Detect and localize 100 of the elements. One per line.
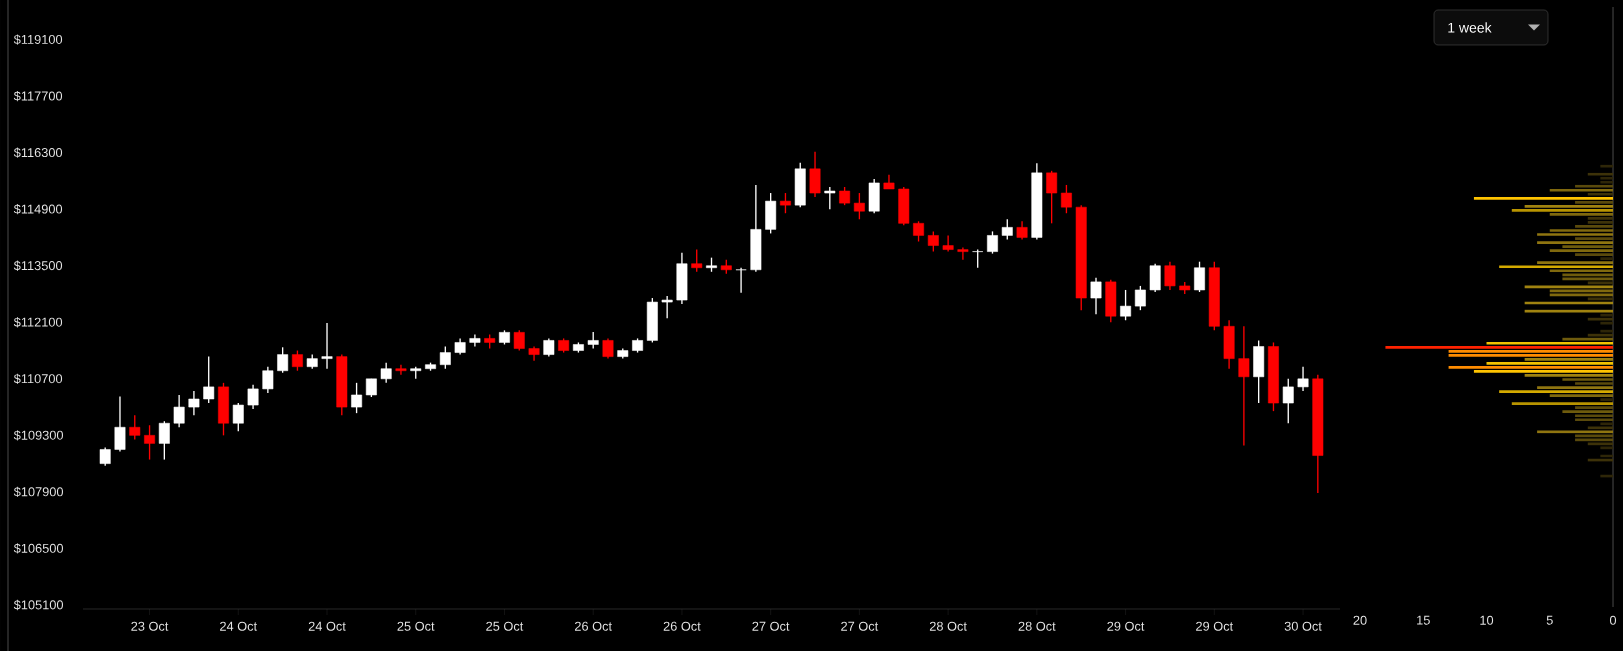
candlestick (691, 248, 703, 273)
candlestick (735, 267, 747, 294)
bar (1575, 184, 1614, 188)
bar (1575, 382, 1614, 385)
candlestick (99, 446, 111, 467)
bar (1575, 225, 1614, 228)
bar (1537, 241, 1614, 244)
candlestick (188, 390, 200, 416)
candlestick (321, 322, 333, 370)
x-tick-label: 5 (1546, 615, 1553, 625)
bar (1575, 418, 1614, 422)
x-tick-label: 27 Oct (752, 621, 790, 631)
bar (1575, 200, 1614, 204)
candlestick (1297, 366, 1309, 392)
bar (1600, 180, 1614, 184)
bar (1587, 333, 1614, 337)
bar (1511, 402, 1614, 405)
candlestick (942, 234, 954, 253)
x-tick-label: 24 Oct (308, 621, 346, 631)
y-tick-label: $112100 (13, 317, 63, 328)
y-tick-label: $107900 (13, 486, 64, 498)
candlestick (1046, 170, 1058, 224)
candlestick (927, 230, 939, 253)
bar (1473, 196, 1614, 200)
bar (1511, 209, 1614, 212)
candlestick (129, 414, 141, 441)
y-tick-label: $105100 (13, 599, 64, 611)
bar (1537, 430, 1614, 434)
candlestick (380, 361, 392, 384)
bar (1499, 390, 1614, 393)
candlestick (1060, 184, 1072, 214)
x-tick-label: 15 (1417, 615, 1430, 625)
x-tick-label: 29 Oct (1107, 621, 1145, 631)
candlestick (1194, 261, 1205, 293)
candlestick (839, 186, 851, 206)
bar (1600, 398, 1614, 401)
bar (1537, 261, 1614, 265)
candlestick (395, 364, 407, 376)
bar (1575, 414, 1614, 418)
candlestick (1090, 277, 1102, 315)
bar (1499, 265, 1614, 269)
bar (1524, 374, 1614, 377)
bar (1562, 337, 1614, 341)
candlestick (291, 349, 303, 372)
candlestick (439, 345, 451, 370)
x-tick-label: 23 Oct (131, 621, 169, 631)
bar (1575, 237, 1614, 240)
candlestick (158, 420, 170, 461)
bar (1448, 353, 1614, 357)
candlestick (144, 424, 155, 461)
candlestick (1016, 220, 1028, 241)
x-tick-label: 27 Oct (841, 621, 879, 631)
candlestick (232, 402, 244, 432)
bar (1575, 253, 1614, 257)
bar (1524, 204, 1614, 208)
bar (1549, 394, 1614, 397)
candlestick (602, 337, 614, 360)
candlestick (513, 329, 525, 352)
x-tick-label: 29 Oct (1196, 621, 1234, 631)
bar (1448, 366, 1614, 369)
bar (1575, 406, 1614, 410)
bar (1562, 277, 1614, 281)
y-tick-label: $113500 (13, 260, 63, 271)
bar (1600, 257, 1614, 261)
candlestick (1164, 261, 1176, 291)
x-tick-label: 28 Oct (929, 621, 967, 631)
candlestick (203, 355, 215, 404)
bar (1587, 221, 1614, 224)
x-tick-label: 25 Oct (397, 621, 435, 631)
candlestick (987, 230, 998, 255)
annotation: 1 week (1448, 22, 1492, 33)
x-tick-label: 24 Oct (220, 621, 258, 631)
candlestick (1120, 289, 1132, 321)
candlestick (173, 394, 185, 428)
bar (1385, 345, 1614, 349)
x-tick-label: 10 (1480, 615, 1494, 625)
candlestick (543, 337, 555, 358)
bar (1587, 426, 1614, 430)
candlestick (913, 220, 924, 243)
candlestick (262, 366, 274, 394)
candlestick (1134, 285, 1146, 311)
bar (1562, 273, 1614, 277)
bar (1587, 281, 1614, 285)
y-tick-label: $106500 (13, 543, 64, 554)
bar (1600, 422, 1614, 426)
candlestick (780, 192, 791, 214)
x-tick-label: 26 Oct (663, 621, 701, 631)
bar (1549, 213, 1614, 216)
x-tick-label: 0 (1609, 615, 1617, 625)
candlestick (1238, 325, 1250, 447)
x-tick-label: 25 Oct (486, 621, 524, 631)
candlestick (661, 295, 673, 319)
candlestick (247, 384, 259, 410)
bar (1537, 386, 1614, 389)
candlestick (853, 192, 865, 220)
candlestick (957, 246, 969, 261)
bar (1448, 349, 1614, 353)
candlestick (1282, 378, 1294, 424)
bar (1537, 233, 1614, 236)
bar (1486, 341, 1614, 345)
